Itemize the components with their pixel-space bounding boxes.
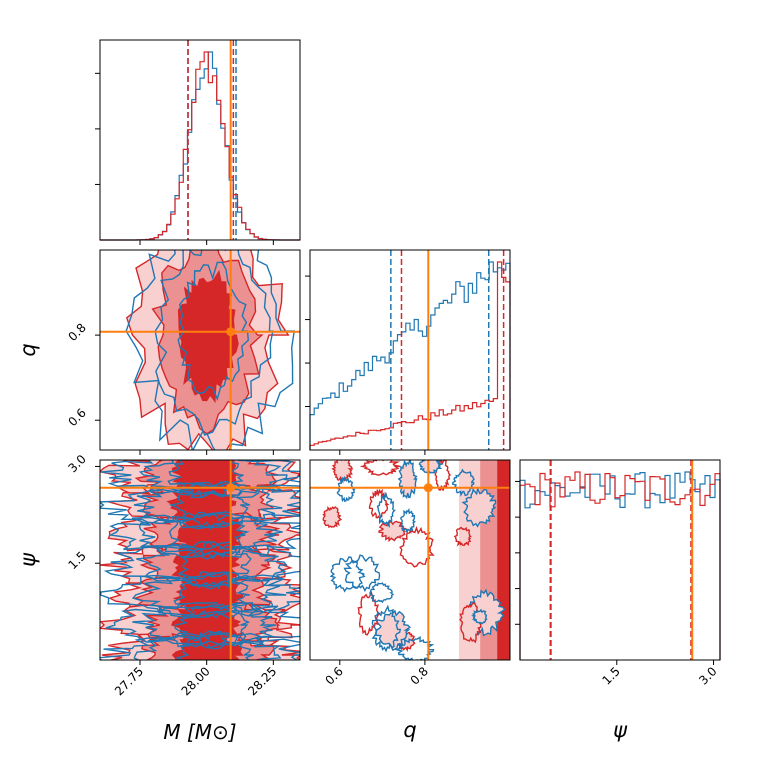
contour-psi-vs-q-frame — [309, 459, 511, 661]
contour-psi-M-blue-3-1 — [167, 460, 244, 500]
hist-q-series-1 — [309, 261, 511, 450]
contour-psi-M-blue-2-4 — [136, 541, 288, 590]
hist-M-series-1 — [100, 51, 300, 241]
hist-q-panel — [309, 249, 511, 451]
hist-M-frame — [99, 39, 301, 241]
contour-q-vs-M-panel — [99, 249, 301, 451]
contour-psi-M-blue-3-5 — [173, 571, 250, 619]
contour-psi-vs-M-panel — [99, 459, 301, 661]
hist-M-marks — [100, 40, 300, 241]
contour-psi-M-blue-1-3 — [108, 512, 300, 559]
y-axis-label-q: q — [16, 343, 40, 356]
x-tick-label-M-1: 27.75 — [112, 664, 146, 698]
contour-psi-q-island-18 — [399, 525, 435, 568]
y-tick-label-psi-1: 1.5 — [65, 549, 88, 572]
contour-psi-q-island-19 — [394, 636, 435, 660]
x-tick-label-psi-2: 3.0 — [696, 664, 719, 687]
contour-psi-vs-q-panel — [309, 459, 511, 661]
contour-psi-M-blue-3-4 — [177, 540, 252, 590]
contour-psi-q-island-25 — [471, 608, 488, 625]
contour-psi-q-island-14 — [343, 554, 381, 593]
contour-psi-q-island-11 — [375, 609, 412, 652]
hist-q-frame — [309, 249, 511, 451]
contour-psi-q-island-7 — [368, 488, 390, 520]
hist-M-panel — [99, 39, 301, 241]
x-tick-label-psi-1: 1.5 — [599, 664, 622, 687]
contour-psi-vs-M-marks — [100, 460, 300, 660]
contour-psi-M-blue-2-1 — [138, 460, 288, 499]
contour-q-M-blue-1 — [125, 250, 296, 450]
contour-psi-q-island-9 — [335, 475, 356, 503]
hist-q-series-2 — [309, 261, 511, 450]
y-tick-label-q-1: 0.6 — [65, 406, 88, 429]
contour-psi-q-island-17 — [434, 460, 452, 492]
contour-psi-q-island-10 — [376, 491, 396, 528]
contour-psi-q-band-3 — [497, 460, 510, 660]
contour-q-M-blue-2 — [154, 250, 274, 436]
contour-psi-vs-M-frame — [99, 459, 301, 661]
contour-psi-q-island-15 — [322, 505, 343, 529]
contour-psi-q-island-23 — [359, 460, 401, 476]
x-axis-label-q: q — [403, 718, 416, 742]
contour-q-vs-M-frame — [99, 249, 301, 451]
contour-psi-q-island-4 — [331, 460, 354, 484]
x-tick-label-q-1: 0.6 — [323, 664, 346, 687]
contour-psi-q-island-13 — [371, 604, 402, 653]
truth-point-psi-q — [423, 483, 433, 493]
hist-psi-panel — [519, 459, 721, 661]
y-tick-label-psi-2: 3.0 — [65, 452, 88, 475]
contour-psi-q-island-8 — [400, 507, 416, 535]
y-tick-label-q-2: 0.8 — [65, 321, 88, 344]
x-tick-label-q-2: 0.8 — [408, 664, 431, 687]
contour-psi-q-island-16 — [461, 486, 497, 528]
contour-psi-M-blue-1-1 — [101, 460, 300, 499]
y-axis-label-psi: ψ — [16, 552, 40, 567]
hist-q-marks — [309, 250, 511, 450]
x-tick-label-M-3: 28.25 — [245, 664, 279, 698]
x-axis-label-psi: ψ — [613, 718, 628, 742]
contour-psi-q-island-24 — [369, 582, 395, 604]
contour-psi-M-blue-3-6 — [174, 603, 251, 650]
hist-psi-series-2 — [519, 471, 721, 660]
contour-psi-q-island-21 — [418, 460, 445, 474]
contour-psi-q-island-22 — [453, 526, 472, 547]
contour-psi-q-island-26 — [397, 460, 418, 500]
truth-point-q-M — [226, 327, 236, 337]
contour-psi-M-blue-1-7 — [100, 632, 300, 660]
contour-psi-q-island-20 — [452, 468, 475, 497]
truth-point-psi-M — [226, 483, 236, 493]
contour-psi-vs-q-marks — [310, 460, 510, 660]
contour-psi-q-island-1 — [378, 520, 408, 543]
x-tick-label-M-2: 28.00 — [179, 664, 213, 698]
hist-psi-marks — [519, 460, 721, 660]
contour-q-vs-M-marks — [100, 250, 300, 450]
hist-psi-frame — [519, 459, 721, 661]
contour-psi-M-blue-3-7 — [174, 630, 254, 660]
contour-psi-M-blue-2-5 — [131, 571, 287, 619]
contour-psi-M-blue-2-6 — [132, 601, 277, 649]
x-axis-label-M: M [M⊙] — [163, 720, 236, 744]
